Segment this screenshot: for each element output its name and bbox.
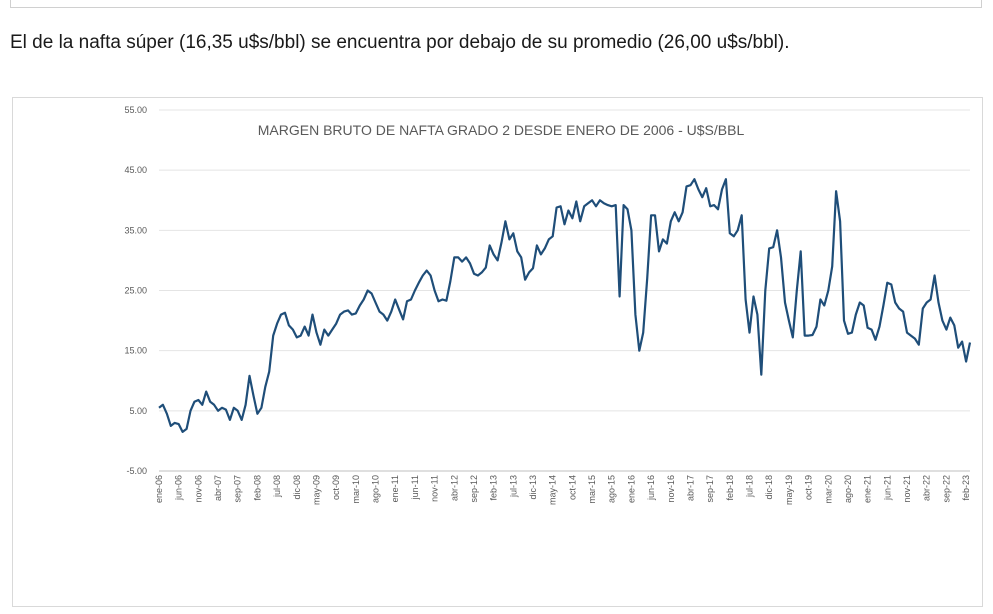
x-tick-label: ago-15 [607,475,617,503]
x-tick-label: feb-08 [252,475,262,501]
x-tick-label: oct-14 [567,475,577,500]
series-line-layer [158,178,972,433]
x-tick-label: abr-22 [922,475,932,501]
y-tick-label: 15.00 [124,346,147,356]
x-tick-label: oct-09 [331,475,341,500]
x-tick-label: jun-16 [646,475,656,501]
x-tick-label: sep-22 [941,475,951,503]
x-tick-label: ene-06 [154,475,164,503]
x-tick-label: may-19 [784,475,794,505]
x-tick-label: oct-19 [804,475,814,500]
x-tick-label: mar-20 [823,475,833,504]
x-tick-label: mar-10 [351,475,361,504]
x-tick-label: jul-13 [508,475,518,498]
x-tick-label: ene-11 [390,475,400,502]
x-tick-label: jun-21 [882,475,892,501]
intro-paragraph: El de la nafta súper (16,35 u$s/bbl) se … [10,32,790,53]
x-tick-label: abr-12 [449,475,459,501]
top-content-box [10,0,982,8]
x-tick-label: mar-15 [587,475,597,504]
y-axis-labels: -5.00 5.00 15.00 25.00 35.00 45.00 55.00 [124,105,147,476]
chart-container: -5.00 5.00 15.00 25.00 35.00 45.00 55.00 ene-0… [12,97,983,607]
line-chart: -5.00 5.00 15.00 25.00 35.00 45.00 55.00 ene-0… [124,105,972,505]
x-tick-label: sep-07 [233,475,243,503]
x-tick-label: jul-18 [745,475,755,498]
x-tick-label: nov-16 [666,475,676,503]
x-tick-label: jun-06 [174,475,184,501]
y-tick-label: 25.00 [124,286,147,296]
x-tick-label: nov-11 [430,475,440,502]
y-tick-label: 5.00 [129,406,147,416]
x-tick-label: may-09 [311,475,321,505]
x-tick-label: jul-08 [272,475,282,498]
x-tick-label: may-14 [548,475,558,505]
x-tick-label: abr-17 [685,475,695,501]
x-tick-label: feb-13 [489,475,499,501]
x-tick-label: nov-21 [902,475,912,503]
x-tick-label: sep-12 [469,475,479,503]
x-tick-label: nov-06 [193,475,203,503]
x-tick-label: ago-10 [371,475,381,503]
x-tick-label: feb-18 [725,475,735,501]
x-tick-label: sep-17 [705,475,715,503]
x-tick-label: jun-11 [410,475,420,500]
x-tick-label: ene-16 [626,475,636,503]
x-tick-label: ago-20 [843,475,853,503]
y-tick-label: 45.00 [124,165,147,175]
y-tick-label: -5.00 [126,466,147,476]
x-tick-label: feb-23 [961,475,971,501]
x-tick-label: abr-07 [213,475,223,501]
y-tick-label: 35.00 [124,225,147,235]
series-line [158,178,972,433]
chart-title: MARGEN BRUTO DE NAFTA GRADO 2 DESDE ENER… [258,122,745,138]
x-tick-label: dic-13 [528,475,538,500]
x-tick-label: dic-18 [764,475,774,500]
x-axis-labels: ene-06 jun-06 nov-06 abr-07 sep-07 feb-08 jul-… [154,475,971,505]
x-tick-label: ene-21 [863,475,873,503]
y-tick-label: 55.00 [124,105,147,115]
x-tick-label: dic-08 [292,475,302,500]
grid-lines [159,109,970,472]
